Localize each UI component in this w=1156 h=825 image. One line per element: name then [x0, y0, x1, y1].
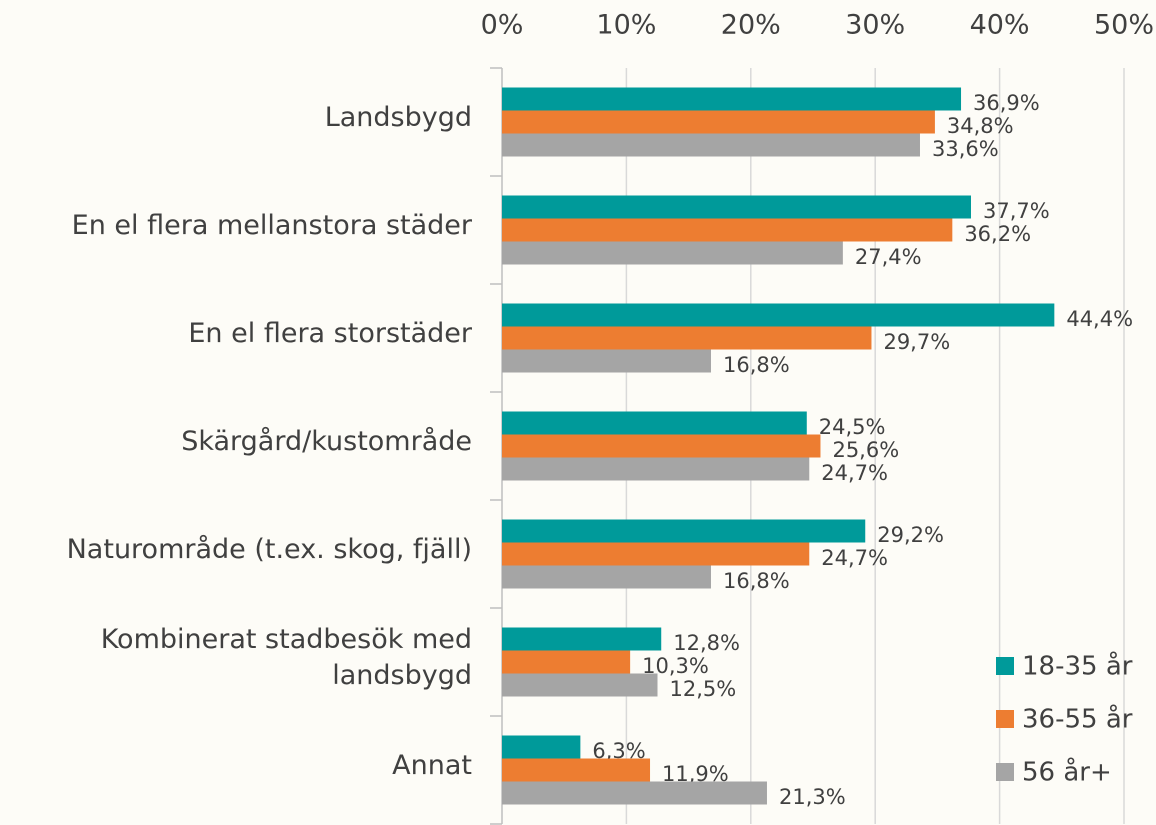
legend-swatch — [996, 763, 1014, 781]
bar — [502, 457, 810, 481]
data-label: 25,6% — [832, 438, 899, 462]
y-tick-label: Landsbygd — [324, 102, 472, 133]
data-label: 24,7% — [821, 546, 888, 570]
bar — [502, 133, 920, 157]
y-tick-label: Annat — [392, 750, 472, 781]
data-label: 36,9% — [973, 91, 1040, 115]
bar — [502, 411, 807, 435]
data-label: 16,8% — [723, 569, 790, 593]
data-label: 29,7% — [883, 330, 950, 354]
bar — [502, 627, 662, 651]
data-label: 21,3% — [779, 785, 846, 809]
data-label: 37,7% — [983, 199, 1050, 223]
data-label: 36,2% — [964, 222, 1031, 246]
data-label: 16,8% — [723, 353, 790, 377]
y-tick-label: En el flera storstäder — [188, 318, 472, 349]
data-label: 29,2% — [877, 523, 944, 547]
data-label: 24,5% — [819, 415, 886, 439]
bar — [502, 542, 810, 566]
y-tick-label: Skärgård/kustområde — [181, 426, 472, 457]
y-tick-label: Naturområde (t.ex. skog, fjäll) — [66, 534, 472, 565]
data-label: 27,4% — [855, 245, 922, 269]
bar — [502, 218, 953, 242]
data-label: 12,5% — [670, 677, 737, 701]
x-tick-label: 40% — [970, 10, 1030, 41]
x-tick-label: 30% — [845, 10, 905, 41]
legend-label: 56 år+ — [1022, 757, 1112, 788]
x-tick-label: 50% — [1094, 10, 1154, 41]
bar — [502, 758, 651, 782]
bar — [502, 673, 658, 697]
data-label: 33,6% — [932, 137, 999, 161]
bar — [502, 303, 1055, 327]
legend-swatch — [996, 657, 1014, 675]
data-label: 12,8% — [673, 631, 740, 655]
bar — [502, 195, 971, 219]
bar — [502, 349, 711, 373]
bar — [502, 650, 631, 674]
legend-label: 18-35 år — [1022, 651, 1133, 682]
bar — [502, 781, 767, 805]
bar — [502, 110, 935, 134]
bar — [502, 241, 843, 265]
legend-swatch — [996, 710, 1014, 728]
bar — [502, 87, 962, 111]
y-tick-label: En el flera mellanstora städer — [71, 210, 472, 241]
data-label: 44,4% — [1066, 307, 1133, 331]
x-tick-label: 0% — [481, 10, 524, 41]
x-tick-label: 20% — [721, 10, 781, 41]
x-tick-label: 10% — [596, 10, 656, 41]
bar — [502, 519, 866, 543]
bar — [502, 735, 581, 759]
data-label: 34,8% — [947, 114, 1014, 138]
bar — [502, 326, 872, 350]
bar — [502, 434, 821, 458]
data-label: 24,7% — [821, 461, 888, 485]
legend-label: 36-55 år — [1022, 704, 1133, 735]
y-tick-label: Kombinerat stadbesök med landsbygd — [100, 624, 472, 691]
bar — [502, 565, 711, 589]
